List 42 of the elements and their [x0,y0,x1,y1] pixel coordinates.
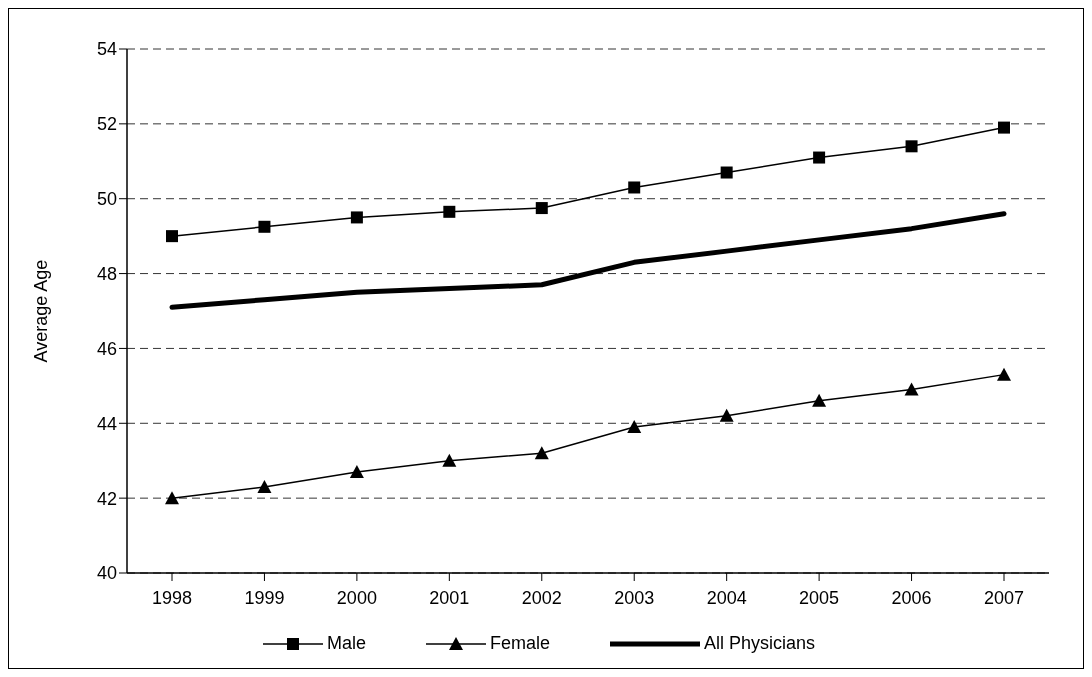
point [257,479,272,493]
x-tick-label: 2001 [429,587,470,608]
point [812,393,827,407]
y-axis-title: Average Age [31,259,52,363]
y-tick-label: 48 [96,263,117,284]
y-tick-label: 44 [96,413,117,434]
point [349,464,364,478]
y-tick-label: 52 [96,114,117,135]
legend-label: Male [326,633,366,654]
point [627,420,642,434]
point [350,211,363,224]
y-tick-label: 46 [96,338,117,359]
x-tick-label: 2006 [891,587,932,608]
y-tick-label: 40 [96,563,117,584]
x-tick-label: 2002 [521,587,562,608]
x-tick-label: 1999 [244,587,285,608]
y-tick-label: 50 [96,189,117,210]
point [905,140,918,153]
y-tick-label: 42 [96,488,117,509]
x-tick-label: 2000 [336,587,377,608]
point [997,367,1011,381]
point [443,205,456,218]
x-tick-label: 2007 [983,587,1025,608]
point [720,166,733,179]
point [442,453,457,467]
point [165,491,179,505]
x-tick-label: 2003 [614,587,655,608]
x-tick-label: 2005 [799,587,840,608]
y-tick-label: 54 [96,39,117,60]
legend-label: Female [489,633,550,654]
x-tick-label: 1998 [151,587,193,608]
point [998,121,1010,134]
point [258,220,271,233]
point [719,408,734,422]
point [904,382,919,396]
point [813,151,826,164]
point [535,202,548,215]
point [628,181,641,194]
legend-label: All Physicians [704,633,816,654]
point [166,230,178,243]
point [534,446,549,460]
x-tick-label: 2004 [706,587,747,608]
